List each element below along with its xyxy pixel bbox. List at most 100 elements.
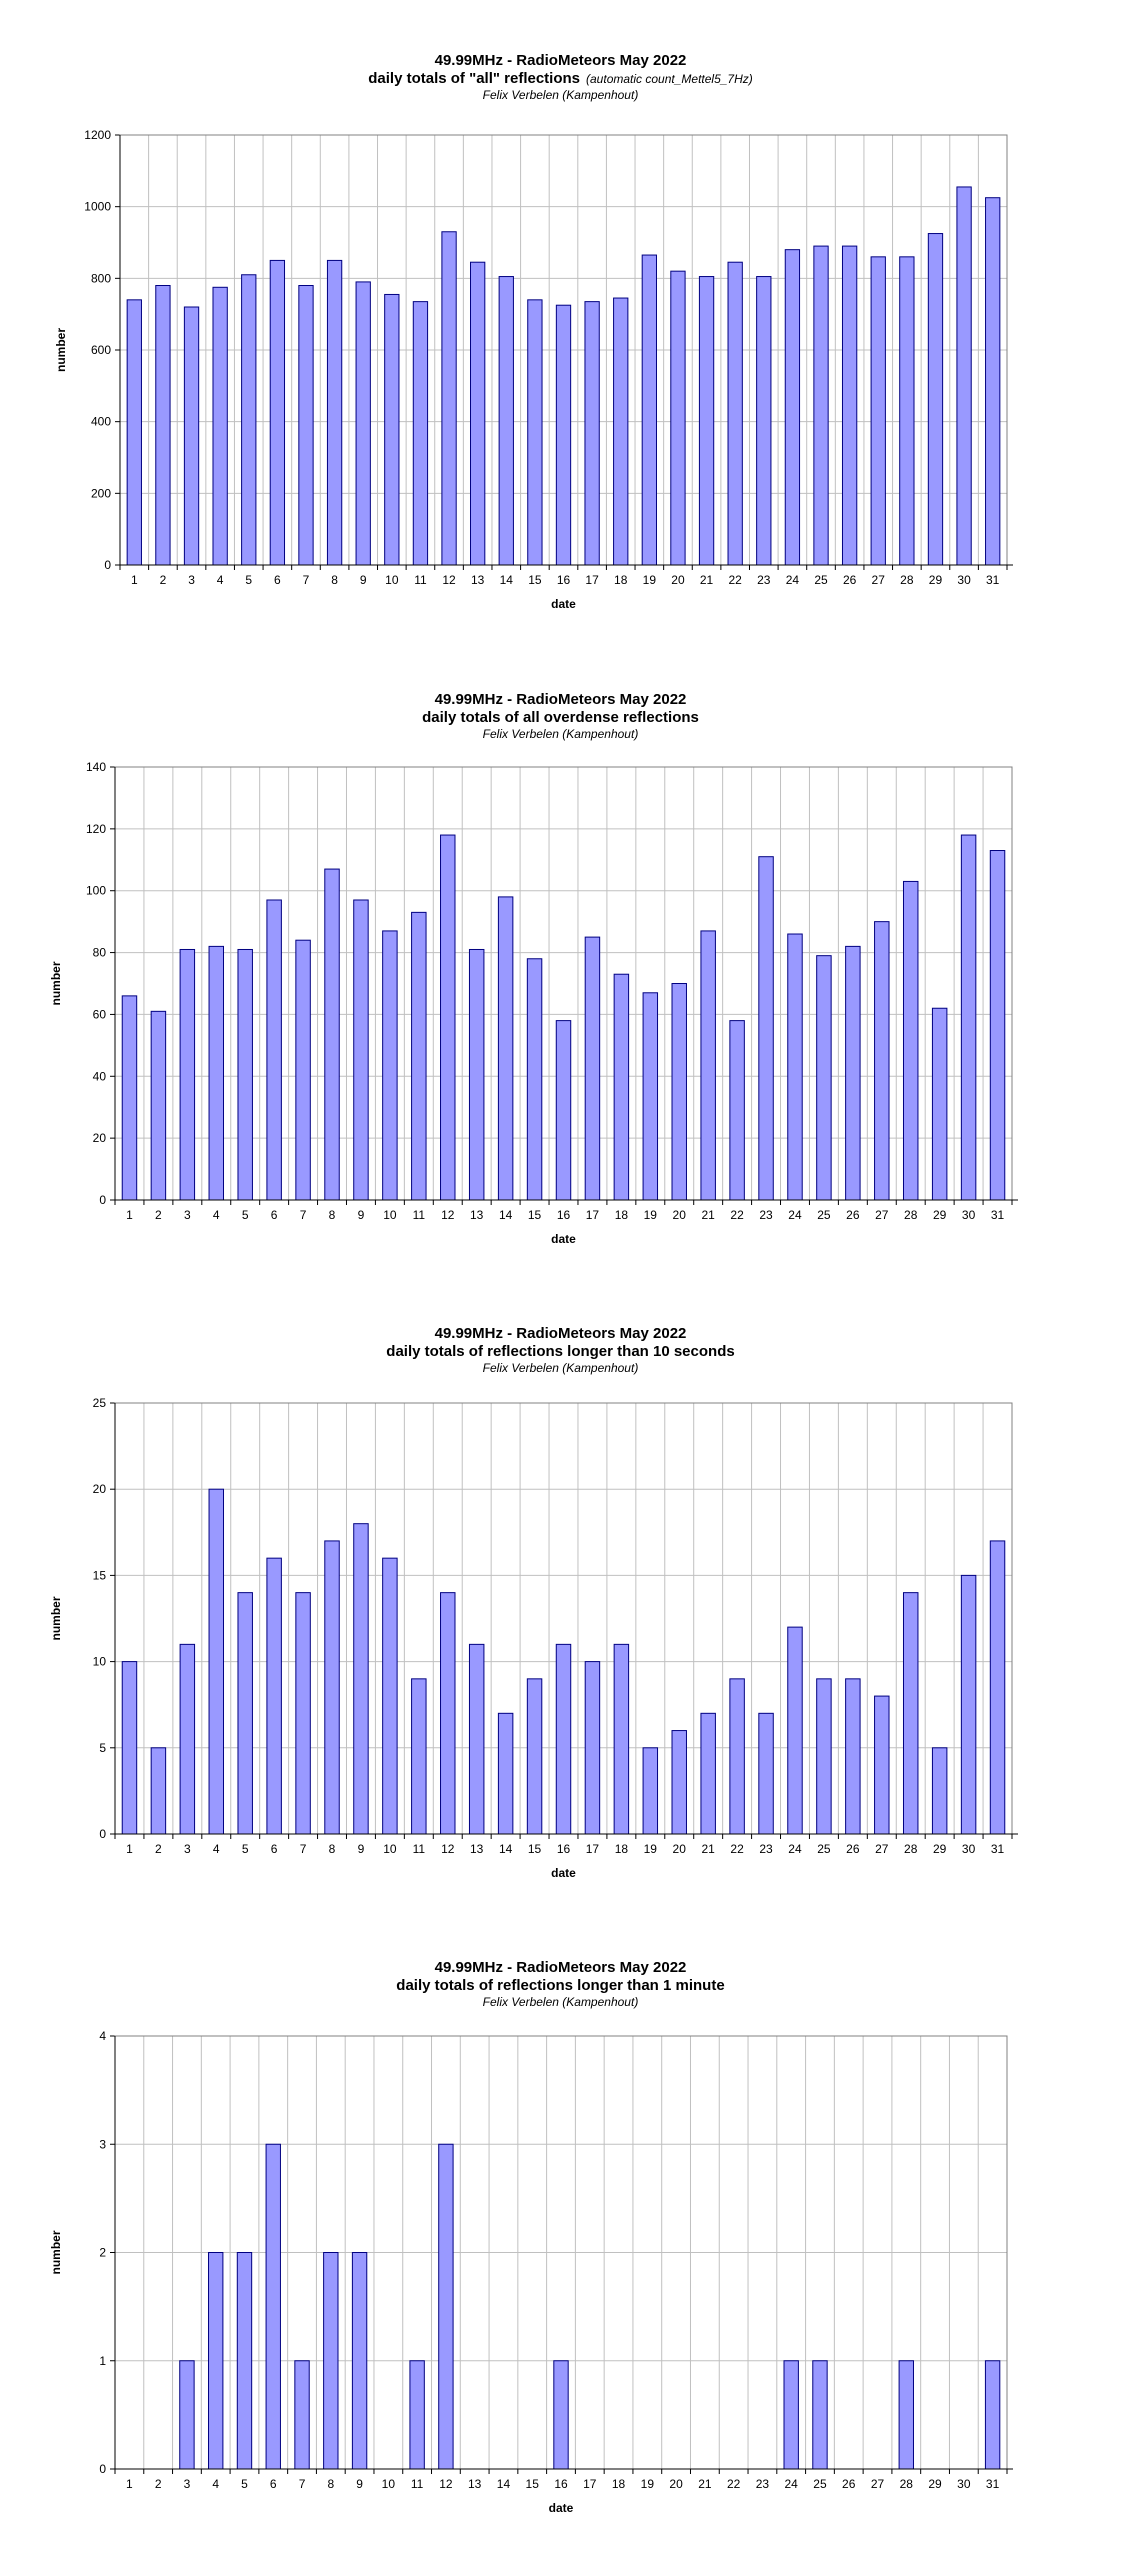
x-tick-label: 8: [329, 1842, 336, 1856]
x-tick-label: 31: [991, 1208, 1005, 1222]
x-axis-title: date: [549, 2501, 574, 2515]
y-tick-label: 0: [104, 558, 111, 572]
x-tick-label: 12: [442, 573, 456, 587]
x-tick-label: 7: [300, 1208, 307, 1222]
y-tick-label: 800: [91, 271, 111, 285]
x-tick-label: 28: [904, 1208, 918, 1222]
x-tick-label: 16: [557, 573, 571, 587]
x-tick-label: 9: [358, 1208, 365, 1222]
x-tick-label: 12: [441, 1842, 455, 1856]
x-tick-label: 1: [126, 2477, 133, 2491]
chart-author: Felix Verbelen (Kampenhout): [482, 88, 639, 102]
y-tick-label: 2: [99, 2246, 106, 2260]
y-tick-label: 80: [93, 946, 107, 960]
x-tick-label: 11: [413, 1842, 426, 1856]
x-axis-title: date: [551, 1866, 576, 1880]
y-tick-label: 60: [93, 1007, 107, 1021]
y-tick-label: 600: [91, 343, 111, 357]
x-tick-label: 19: [644, 1842, 658, 1856]
bar: [409, 2360, 425, 2470]
y-tick-label: 0: [99, 2462, 106, 2476]
x-tick-label: 30: [962, 1208, 976, 1222]
x-tick-label: 23: [759, 1842, 773, 1856]
chart-subtitle: daily totals of all overdense reflection…: [422, 709, 699, 726]
y-tick-label: 0: [99, 1827, 106, 1841]
x-tick-label: 28: [900, 2477, 914, 2491]
y-tick-label: 40: [93, 1069, 107, 1083]
x-tick-label: 14: [500, 573, 514, 587]
x-tick-label: 8: [329, 1208, 336, 1222]
y-tick-label: 20: [93, 1482, 107, 1496]
y-tick-label: 1: [99, 2354, 106, 2368]
x-tick-label: 29: [933, 1842, 947, 1856]
x-tick-label: 18: [615, 1842, 629, 1856]
chart-author: Felix Verbelen (Kampenhout): [482, 1995, 639, 2009]
y-tick-label: 5: [99, 1741, 106, 1755]
x-tick-label: 26: [846, 1208, 860, 1222]
x-tick-label: 6: [274, 573, 281, 587]
x-tick-label: 13: [468, 2477, 482, 2491]
y-tick-label: 1000: [84, 200, 111, 214]
y-tick-label: 200: [91, 486, 111, 500]
x-tick-label: 14: [499, 1842, 513, 1856]
bar: [179, 2360, 195, 2470]
x-tick-label: 3: [184, 1842, 191, 1856]
bar: [812, 2360, 828, 2470]
chart-subtitle: daily totals of "all" reflections (automa…: [0, 70, 1121, 88]
y-tick-label: 1200: [84, 128, 111, 142]
x-tick-label: 20: [673, 1208, 687, 1222]
x-axis-title: date: [551, 597, 576, 611]
x-tick-label: 27: [872, 573, 886, 587]
x-tick-label: 3: [184, 2477, 191, 2491]
x-tick-label: 15: [528, 1208, 542, 1222]
x-tick-label: 23: [759, 1208, 773, 1222]
y-axis-title: number: [54, 328, 68, 372]
x-tick-label: 11: [413, 1208, 426, 1222]
x-tick-label: 15: [526, 2477, 540, 2491]
x-tick-label: 29: [928, 2477, 942, 2491]
x-tick-label: 21: [701, 1842, 715, 1856]
y-tick-label: 25: [93, 1396, 107, 1410]
y-tick-label: 140: [86, 760, 106, 774]
y-axis-title: number: [49, 2230, 63, 2274]
x-tick-label: 10: [385, 573, 399, 587]
bar: [984, 2360, 1001, 2470]
x-tick-label: 22: [730, 1208, 744, 1222]
x-tick-label: 28: [904, 1842, 918, 1856]
x-tick-label: 7: [300, 1842, 307, 1856]
chart-subtitle: daily totals of reflections longer than …: [396, 1977, 725, 1994]
x-tick-label: 17: [586, 1208, 600, 1222]
x-tick-label: 18: [614, 573, 628, 587]
x-tick-label: 23: [756, 2477, 770, 2491]
chart-title-block: 49.99MHz - RadioMeteors May 2022 daily t…: [0, 52, 1121, 103]
x-tick-label: 7: [303, 573, 310, 587]
x-tick-label: 27: [871, 2477, 885, 2491]
y-tick-label: 15: [93, 1568, 107, 1582]
x-tick-label: 30: [957, 573, 971, 587]
x-tick-label: 8: [331, 573, 338, 587]
x-tick-label: 10: [382, 2477, 396, 2491]
x-tick-label: 17: [585, 573, 599, 587]
x-tick-label: 9: [360, 573, 367, 587]
x-tick-label: 12: [441, 1208, 455, 1222]
x-tick-label: 24: [788, 1842, 802, 1856]
x-tick-label: 21: [698, 2477, 712, 2491]
x-tick-label: 31: [986, 2477, 1000, 2491]
chart-subtitle: daily totals of reflections longer than …: [386, 1343, 735, 1360]
chart-title-block: 49.99MHz - RadioMeteors May 2022 daily t…: [0, 1325, 1121, 1376]
x-tick-label: 1: [126, 1208, 133, 1222]
bar: [553, 2360, 569, 2470]
x-tick-label: 2: [155, 1208, 162, 1222]
x-tick-label: 27: [875, 1842, 889, 1856]
x-tick-label: 16: [557, 1842, 571, 1856]
x-tick-label: 19: [641, 2477, 655, 2491]
chart-title: 49.99MHz - RadioMeteors May 2022: [434, 1325, 687, 1342]
chart-title: 49.99MHz - RadioMeteors May 2022: [434, 1959, 687, 1976]
x-tick-label: 12: [439, 2477, 453, 2491]
x-tick-label: 1: [131, 573, 138, 587]
x-tick-label: 6: [271, 1842, 278, 1856]
x-tick-label: 10: [383, 1208, 397, 1222]
